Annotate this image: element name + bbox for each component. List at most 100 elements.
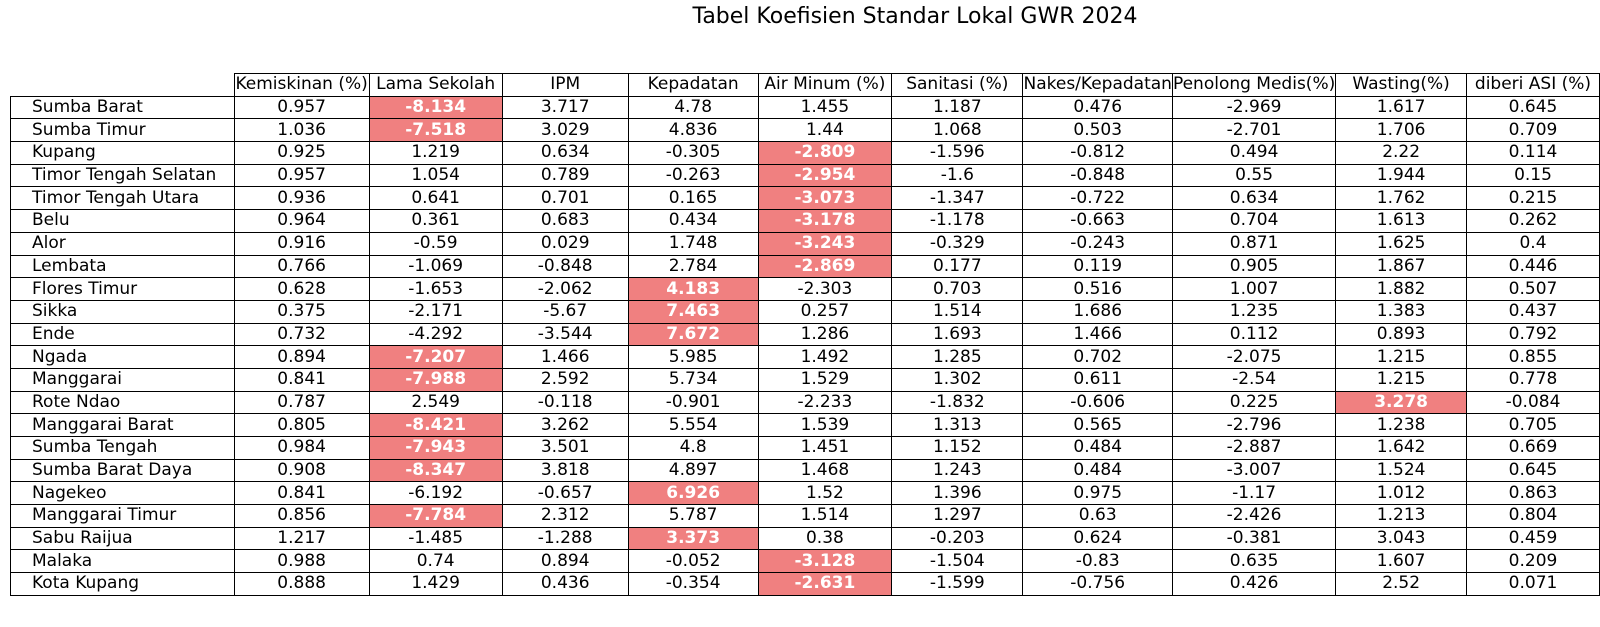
highlighted-value-cell: -8.134 [369, 96, 502, 119]
highlighted-value-cell: 7.672 [628, 323, 758, 346]
value-cell: 0.071 [1467, 573, 1600, 596]
value-cell: 1.152 [892, 437, 1023, 460]
value-cell: 0.855 [1467, 346, 1600, 369]
value-cell: 1.396 [892, 482, 1023, 505]
column-header: Kemiskinan (%) [234, 74, 369, 97]
highlighted-value-cell: -2.809 [758, 142, 892, 165]
value-cell: -0.084 [1467, 391, 1600, 414]
value-cell: 1.217 [234, 527, 369, 550]
value-cell: 0.628 [234, 278, 369, 301]
value-cell: 0.507 [1467, 278, 1600, 301]
region-label: Nagekeo [11, 482, 235, 505]
chart-title: Tabel Koefisien Standar Lokal GWR 2024 [0, 4, 1600, 29]
region-label: Sumba Tengah [11, 437, 235, 460]
value-cell: -1.599 [892, 573, 1023, 596]
value-cell: 1.215 [1336, 368, 1467, 391]
highlighted-value-cell: -7.988 [369, 368, 502, 391]
value-cell: -2.171 [369, 300, 502, 323]
value-cell: 3.262 [502, 414, 628, 437]
value-cell: 0.957 [234, 164, 369, 187]
table-row: Sumba Barat 0.957 -8.134 3.717 4.78 1.455 1.18… [11, 96, 1600, 119]
value-cell: 1.762 [1336, 187, 1467, 210]
value-cell: 1.625 [1336, 232, 1467, 255]
value-cell: 1.466 [502, 346, 628, 369]
region-label: Manggarai Timur [11, 505, 235, 528]
value-cell: 0.792 [1467, 323, 1600, 346]
value-cell: -2.426 [1172, 505, 1335, 528]
table-row: Manggarai Timur 0.856 -7.784 2.312 5.787 1.51… [11, 505, 1600, 528]
value-cell: 0.787 [234, 391, 369, 414]
value-cell: 1.748 [628, 232, 758, 255]
value-cell: -2.701 [1172, 119, 1335, 142]
table-row: Sumba Barat Daya 0.908 -8.347 3.818 4.897 1.4… [11, 459, 1600, 482]
value-cell: 0.916 [234, 232, 369, 255]
value-cell: 1.686 [1023, 300, 1172, 323]
value-cell: -4.292 [369, 323, 502, 346]
region-label: Manggarai [11, 368, 235, 391]
column-header: Nakes/Kepadatan [1023, 74, 1172, 97]
column-header: Kepadatan [628, 74, 758, 97]
highlighted-value-cell: -3.178 [758, 210, 892, 233]
region-label: Flores Timur [11, 278, 235, 301]
highlighted-value-cell: 3.278 [1336, 391, 1467, 414]
value-cell: 0.624 [1023, 527, 1172, 550]
value-cell: 4.78 [628, 96, 758, 119]
table-row: Manggarai 0.841 -7.988 2.592 5.734 1.529 1.302… [11, 368, 1600, 391]
highlighted-value-cell: -3.243 [758, 232, 892, 255]
value-cell: 0.257 [758, 300, 892, 323]
column-header: Penolong Medis(%) [1172, 74, 1335, 97]
highlighted-value-cell: 7.463 [628, 300, 758, 323]
value-cell: 0.209 [1467, 550, 1600, 573]
region-label: Sumba Timur [11, 119, 235, 142]
value-cell: 1.514 [892, 300, 1023, 323]
highlighted-value-cell: -8.421 [369, 414, 502, 437]
value-cell: 0.63 [1023, 505, 1172, 528]
value-cell: -0.59 [369, 232, 502, 255]
value-cell: -0.118 [502, 391, 628, 414]
value-cell: -0.329 [892, 232, 1023, 255]
value-cell: -1.17 [1172, 482, 1335, 505]
region-label: Alor [11, 232, 235, 255]
value-cell: -2.233 [758, 391, 892, 414]
value-cell: -2.303 [758, 278, 892, 301]
highlighted-value-cell: -3.128 [758, 550, 892, 573]
value-cell: -0.381 [1172, 527, 1335, 550]
value-cell: 0.705 [1467, 414, 1600, 437]
table-row: Ende 0.732 -4.292 -3.544 7.672 1.286 1.693 1.46… [11, 323, 1600, 346]
value-cell: 0.565 [1023, 414, 1172, 437]
value-cell: 1.302 [892, 368, 1023, 391]
region-label: Sumba Barat Daya [11, 459, 235, 482]
highlighted-value-cell: -8.347 [369, 459, 502, 482]
value-cell: 0.215 [1467, 187, 1600, 210]
table-row: Rote Ndao 0.787 2.549 -0.118 -0.901 -2.233 -1.… [11, 391, 1600, 414]
value-cell: 1.867 [1336, 255, 1467, 278]
value-cell: 0.871 [1172, 232, 1335, 255]
value-cell: 0.894 [234, 346, 369, 369]
value-cell: 1.529 [758, 368, 892, 391]
value-cell: 0.888 [234, 573, 369, 596]
highlighted-value-cell: -2.631 [758, 573, 892, 596]
value-cell: 0.74 [369, 550, 502, 573]
value-cell: 0.112 [1172, 323, 1335, 346]
value-cell: 1.219 [369, 142, 502, 165]
header-row: Kemiskinan (%) Lama Sekolah IPM Kepadatan Ai… [11, 74, 1600, 97]
region-label: Rote Ndao [11, 391, 235, 414]
value-cell: 1.235 [1172, 300, 1335, 323]
value-cell: 1.429 [369, 573, 502, 596]
region-label: Ngada [11, 346, 235, 369]
highlighted-value-cell: -7.784 [369, 505, 502, 528]
value-cell: 3.818 [502, 459, 628, 482]
value-cell: -0.663 [1023, 210, 1172, 233]
value-cell: 1.455 [758, 96, 892, 119]
value-cell: 0.709 [1467, 119, 1600, 142]
value-cell: -1.6 [892, 164, 1023, 187]
value-cell: -1.288 [502, 527, 628, 550]
value-cell: -1.504 [892, 550, 1023, 573]
value-cell: 0.119 [1023, 255, 1172, 278]
table-row: Kupang 0.925 1.219 0.634 -0.305 -2.809 -1.596-… [11, 142, 1600, 165]
value-cell: 1.007 [1172, 278, 1335, 301]
value-cell: 2.312 [502, 505, 628, 528]
value-cell: 0.863 [1467, 482, 1600, 505]
value-cell: 0.361 [369, 210, 502, 233]
region-label: Belu [11, 210, 235, 233]
